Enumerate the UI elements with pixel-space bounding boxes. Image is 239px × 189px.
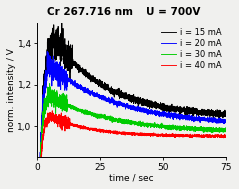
Y-axis label: norm. intensity / V: norm. intensity / V — [7, 48, 16, 132]
i = 30 mA — [48, 83, 51, 85]
i = 20 mA — [108, 99, 111, 101]
Line: i = 20 mA: i = 20 mA — [37, 51, 226, 189]
i = 40 mA — [108, 131, 111, 133]
i = 40 mA — [221, 136, 224, 138]
i = 15 mA — [69, 80, 71, 82]
i = 30 mA — [201, 128, 204, 130]
i = 20 mA — [221, 119, 224, 121]
i = 30 mA — [221, 131, 224, 133]
i = 40 mA — [69, 123, 71, 125]
Line: i = 30 mA: i = 30 mA — [37, 84, 226, 189]
i = 40 mA — [57, 123, 60, 125]
i = 20 mA — [46, 50, 49, 53]
i = 20 mA — [117, 102, 120, 104]
Legend: i = 15 mA, i = 20 mA, i = 30 mA, i = 40 mA: i = 15 mA, i = 20 mA, i = 30 mA, i = 40 … — [160, 27, 222, 71]
i = 30 mA — [69, 105, 71, 107]
i = 30 mA — [108, 119, 111, 121]
i = 15 mA — [60, 20, 63, 23]
Line: i = 40 mA: i = 40 mA — [37, 111, 226, 189]
i = 40 mA — [225, 136, 228, 138]
i = 15 mA — [116, 92, 119, 94]
i = 20 mA — [69, 80, 71, 82]
i = 15 mA — [57, 51, 60, 54]
i = 30 mA — [225, 130, 228, 132]
i = 20 mA — [201, 117, 204, 119]
i = 15 mA — [108, 87, 111, 89]
i = 40 mA — [201, 136, 204, 138]
Text: Cr 267.716 nm: Cr 267.716 nm — [47, 7, 133, 17]
i = 20 mA — [57, 71, 60, 74]
i = 15 mA — [221, 115, 224, 117]
i = 40 mA — [117, 132, 120, 134]
i = 30 mA — [57, 98, 60, 100]
Line: i = 15 mA: i = 15 mA — [37, 22, 226, 189]
i = 20 mA — [225, 120, 228, 122]
i = 40 mA — [51, 110, 54, 112]
i = 15 mA — [225, 110, 228, 112]
i = 30 mA — [116, 119, 119, 122]
i = 15 mA — [201, 111, 204, 113]
X-axis label: time / sec: time / sec — [109, 173, 154, 182]
Text: U = 700V: U = 700V — [146, 7, 201, 17]
